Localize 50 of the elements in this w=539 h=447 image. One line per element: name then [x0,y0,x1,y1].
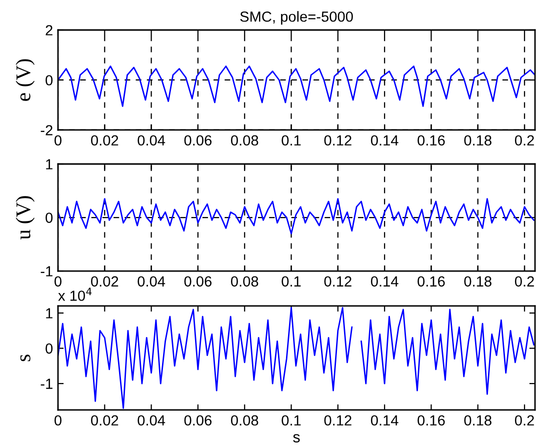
y-tick-label: -2 [40,125,52,136]
x-tick-label: 0.1 [282,135,301,146]
x-tick-label: 0 [54,415,62,426]
x-tick-label: 0.12 [324,135,352,146]
y-tick-label: -1 [40,378,52,389]
y-axis-title: e (V) [16,59,35,101]
x-axis-title: s [293,434,300,442]
x-tick-label: 0.06 [184,135,212,146]
x-tick-label: 0.08 [230,276,258,287]
x-tick-label: 0.1 [282,415,301,426]
x-tick-label: 0.14 [370,415,398,426]
chart-title: SMC, pole=-5000 [240,11,353,25]
x-tick-label: 0.06 [184,415,212,426]
x-tick-label: 0.02 [91,135,118,146]
x-tick-label: 0 [54,276,62,287]
x-tick-label: 0.16 [418,135,445,146]
x-tick-label: 0 [54,135,62,146]
x-tick-label: 0.1 [282,276,301,287]
y-axis-title: u (V) [16,196,35,240]
x-tick-label: 0.08 [230,415,258,426]
y-axis-title: s [20,354,30,362]
line-series [58,198,535,234]
y-tick-label: 1 [46,308,52,318]
line-series [58,66,536,107]
x-tick-label: 0.08 [230,135,258,146]
x-tick-label: 0.14 [370,135,398,146]
y-tick-label: 2 [46,25,52,36]
x-tick-label: 0.04 [138,276,166,287]
x-tick-label: 0.18 [464,276,492,287]
y-tick-label: 0 [46,343,53,354]
x-tick-label: 0.12 [324,276,352,287]
x-tick-label: 0.16 [418,415,445,426]
x-tick-label: 0.2 [514,415,534,426]
x-tick-label: 0.02 [91,276,118,287]
x-tick-label: 0.02 [91,415,118,426]
text: x 10$^{4}$ [58,288,92,301]
x-tick-label: 0.16 [418,276,445,287]
x-tick-label: 0.14 [370,276,398,287]
y-tick-label: 1 [46,159,52,170]
x-tick-label: 0.04 [138,135,166,146]
x-tick-label: 0.04 [138,415,166,426]
x-tick-label: 0.12 [324,415,352,426]
x-tick-label: 0.2 [514,276,534,287]
x-tick-label: 0.06 [184,276,212,287]
x-tick-label: 0.2 [514,135,534,146]
x-tick-label: 0.18 [464,135,492,146]
y-tick-label: 0 [46,212,53,223]
y-tick-label: 0 [46,75,53,86]
x-tick-label: 0.18 [464,415,492,426]
y-tick-label: -1 [40,266,52,276]
